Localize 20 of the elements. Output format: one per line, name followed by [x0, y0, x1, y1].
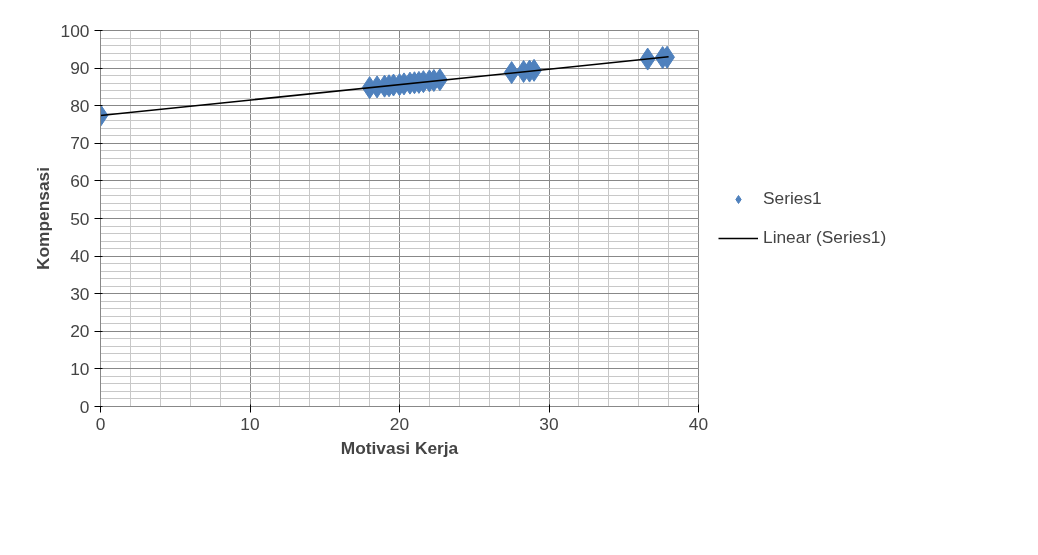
y-tick-label: 90 — [70, 58, 90, 79]
y-tick-label: 50 — [70, 208, 90, 229]
y-axis-title: Kompensasi — [32, 166, 53, 271]
x-tick-label: 30 — [539, 413, 559, 434]
x-tick-label: 40 — [688, 413, 709, 434]
y-tick-label: 70 — [70, 133, 90, 154]
y-tick-label: 10 — [70, 358, 90, 379]
y-tick-label: 100 — [60, 20, 90, 41]
y-tick-label: 20 — [70, 321, 90, 342]
legend-label: Series1 — [763, 188, 822, 209]
y-tick-label: 0 — [79, 396, 90, 417]
y-tick-label: 80 — [70, 95, 90, 116]
x-axis-title: Motivasi Kerja — [340, 437, 459, 458]
x-tick-label: 20 — [389, 413, 410, 434]
x-tick-label: 0 — [95, 413, 106, 434]
x-tick-label: 10 — [240, 413, 260, 434]
legend-label: Linear (Series1) — [763, 227, 887, 248]
y-tick-label: 60 — [70, 170, 90, 191]
y-tick-label: 40 — [70, 246, 90, 267]
y-tick-label: 30 — [70, 283, 90, 304]
